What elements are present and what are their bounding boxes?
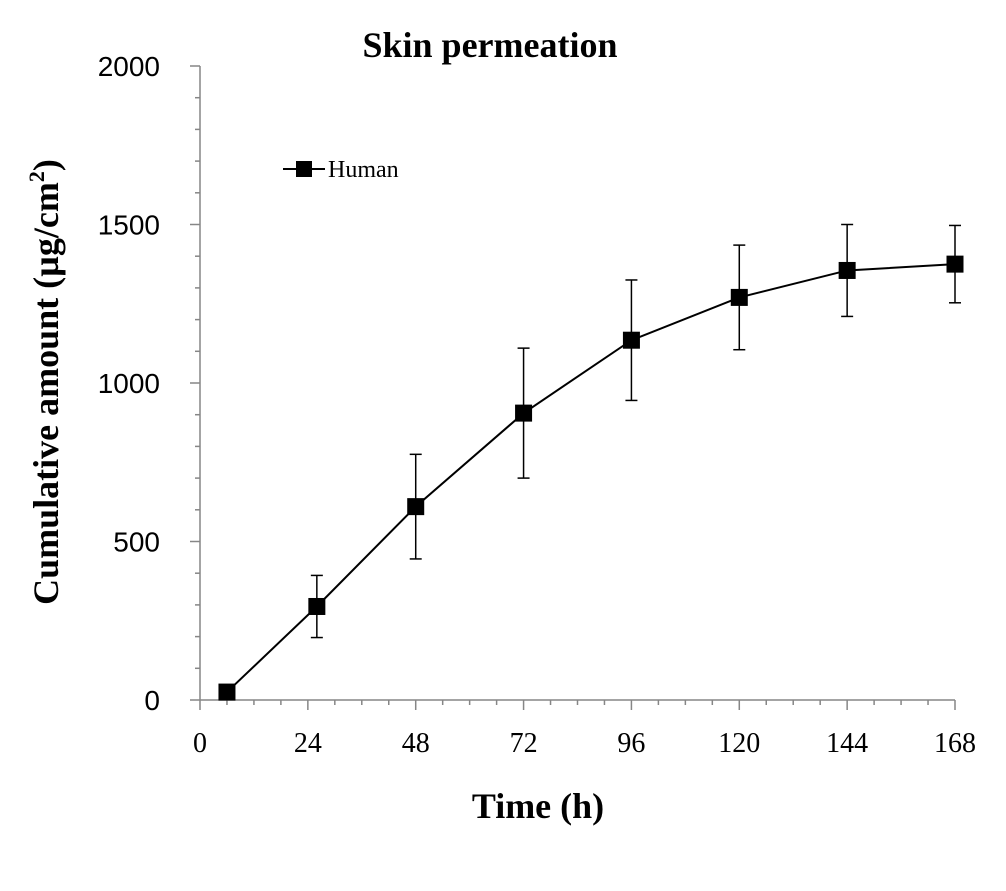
y-axis-label-main: Cumulative amount (µg/cm xyxy=(26,182,66,605)
data-point-marker xyxy=(946,255,964,273)
legend: Human xyxy=(283,157,399,183)
chart-title: Skin permeation xyxy=(362,25,617,65)
data-point-marker xyxy=(515,404,533,422)
y-tick-label: 500 xyxy=(113,527,160,558)
y-tick-label: 2000 xyxy=(98,51,160,82)
x-tick-label: 24 xyxy=(294,728,322,759)
plot-series xyxy=(218,223,964,701)
x-axis: 0 24 48 72 96 120 144 168 xyxy=(193,699,976,759)
data-point-marker xyxy=(838,261,856,279)
legend-label: Human xyxy=(328,157,399,183)
y-tick-label: 0 xyxy=(144,685,160,716)
y-axis: 0 500 1000 1500 2000 xyxy=(98,51,201,716)
series-line xyxy=(226,263,956,693)
data-point-marker xyxy=(407,498,425,516)
x-tick-label: 120 xyxy=(718,728,760,759)
y-tick-label: 1000 xyxy=(98,368,160,399)
data-point-marker xyxy=(730,288,748,306)
data-point-marker xyxy=(308,597,326,615)
x-tick-label: 144 xyxy=(826,728,868,759)
x-tick-label: 0 xyxy=(193,728,207,759)
x-tick-label: 72 xyxy=(510,728,538,759)
y-axis-label-superscript: 2 xyxy=(24,171,49,182)
y-axis-label-close: ) xyxy=(26,159,66,171)
y-tick-label: 1500 xyxy=(98,210,160,241)
x-tick-label: 168 xyxy=(934,728,976,759)
data-point-marker xyxy=(622,331,640,349)
x-tick-label: 48 xyxy=(402,728,430,759)
x-axis-label: Time (h) xyxy=(472,786,604,826)
x-tick-label: 96 xyxy=(617,728,645,759)
data-point-marker xyxy=(218,683,236,701)
legend-marker-square xyxy=(296,161,312,177)
y-axis-label: Cumulative amount (µg/cm2) xyxy=(24,159,66,605)
